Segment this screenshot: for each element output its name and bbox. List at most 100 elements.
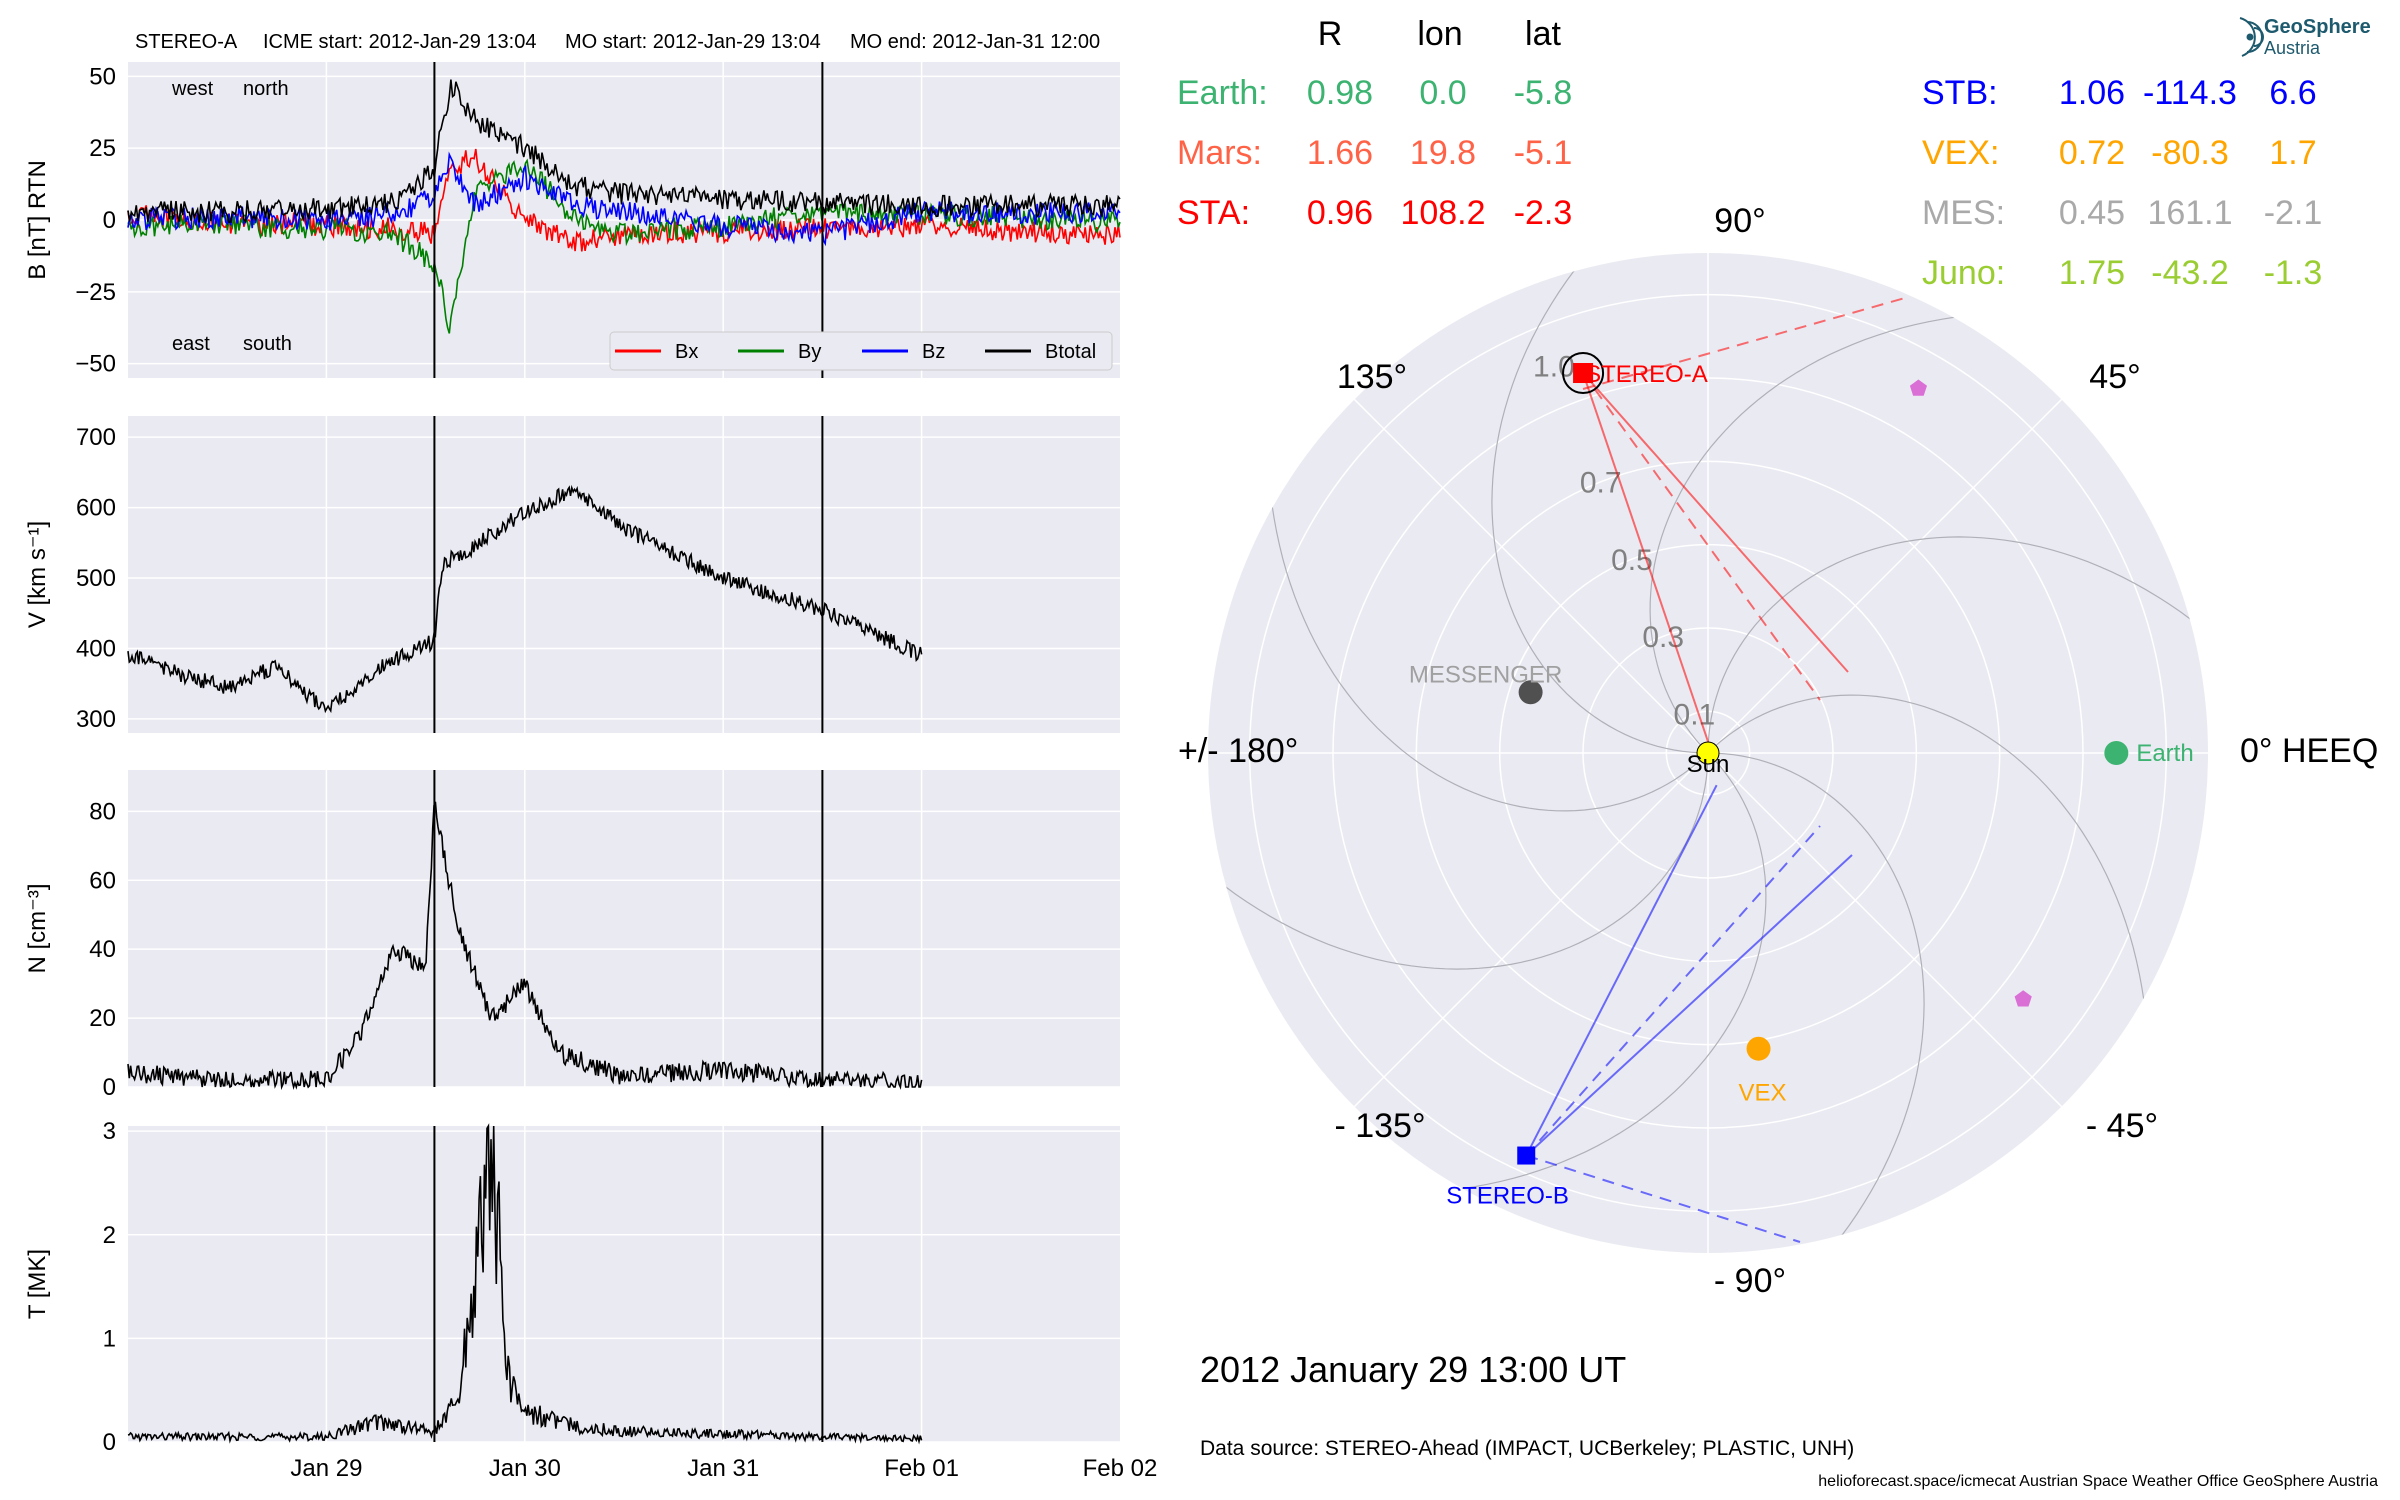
series-line-Bz (127, 151, 1121, 247)
table-row-mars: Mars: 1.66 19.8 -5.1 (1177, 134, 1572, 172)
series-line-density (127, 801, 923, 1091)
table-row-juno: Juno: 1.75 -43.2 -1.3 (1922, 254, 2322, 292)
radial-tick-label: 1.0 (1533, 351, 1575, 384)
row-lon: -43.2 (2151, 254, 2229, 292)
y-tick-label: 80 (89, 798, 116, 825)
y-tick-label: 400 (76, 635, 116, 662)
stereo-a-marker (1573, 363, 1594, 384)
table-row-mes: MES: 0.45 161.1 -2.1 (1922, 194, 2322, 232)
y-tick-label: 1 (103, 1325, 116, 1352)
stereo-b-marker (1517, 1146, 1536, 1165)
y-tick-label: 300 (76, 706, 116, 733)
row-label: Juno: (1922, 254, 2005, 292)
label-earth: Earth (2136, 740, 2193, 767)
plot-datetime: 2012 January 29 13:00 UT (1200, 1349, 1626, 1390)
row-lat: 6.6 (2269, 74, 2316, 112)
legend-label-By: By (798, 341, 821, 363)
y-tick-label: 60 (89, 867, 116, 894)
angle-label-minus-135: - 135° (1334, 1107, 1425, 1145)
panel-background (128, 1126, 1120, 1442)
row-lon: 108.2 (1400, 194, 1485, 232)
series-line-temperature (127, 1123, 923, 1445)
table-right-rows: STB: 1.06 -114.3 6.6 VEX: 0.72 -80.3 1.7 MES: 0.4… (1922, 74, 2322, 292)
parker-spiral-line (1707, 694, 2147, 1015)
angle-label-90: 90° (1714, 202, 1765, 240)
vex-marker (1746, 1036, 1771, 1061)
y-tick-label: 2 (103, 1222, 116, 1249)
stb-ray (1525, 784, 1718, 1156)
y-axis-label: B [nT] RTN (24, 160, 51, 280)
parker-spiral-line (1269, 491, 1709, 812)
polar-spoke (1353, 752, 1709, 1108)
table-header-lon: lon (1417, 15, 1462, 53)
series-line-Btotal (127, 79, 1121, 225)
sta-ray (1582, 372, 1849, 673)
icme-start: ICME start: 2012-Jan-29 13:04 (263, 31, 536, 53)
polar-position-plot: 0.10.30.50.71.090°45°0° HEEQ- 45°- 90°- … (1178, 202, 2378, 1300)
stereo-a-ring (1562, 352, 1605, 395)
x-tick-label: Jan 29 (290, 1455, 362, 1482)
stb-ray-dashed (1525, 1154, 1801, 1243)
row-lon: 19.8 (1410, 134, 1476, 172)
y-tick-label: 50 (89, 63, 116, 90)
row-r: 0.72 (2059, 134, 2125, 172)
row-r: 1.75 (2059, 254, 2125, 292)
parker-spiral-line (1649, 314, 1970, 754)
y-axis-label: N [cm⁻³] (24, 884, 51, 974)
logo-icon (2239, 17, 2264, 57)
row-lon: 161.1 (2147, 194, 2232, 232)
row-lat: -1.3 (2264, 254, 2323, 292)
y-tick-label: 700 (76, 424, 116, 451)
data-source: Data source: STEREO-Ahead (IMPACT, UCBer… (1200, 1437, 1854, 1460)
y-tick-label: −25 (75, 279, 116, 306)
series-line-By (127, 158, 1121, 334)
sta-ray-dashed (1582, 297, 1906, 390)
y-axis-label: V [km s⁻¹] (24, 521, 51, 628)
legend-label-Bz: Bz (922, 341, 945, 363)
series-legend: Bx By Bz Btotal (609, 331, 1113, 371)
panel-temperature: 3 2 1 0 T [MK] Jan 29 Jan 30 Jan 31 Feb 01 Feb 02 (24, 1118, 1157, 1482)
angle-label-180: +/- 180° (1178, 732, 1298, 770)
table-header-r: R (1318, 15, 1343, 53)
label-west: west (171, 78, 214, 100)
y-tick-label: 600 (76, 495, 116, 522)
spacecraft-view-rays (1525, 297, 1906, 1243)
parker-spiral-line (1213, 752, 1709, 970)
sta-ray-dashed (1582, 372, 1821, 701)
label-east: east (172, 333, 210, 355)
row-label: STA: (1177, 194, 1250, 232)
polar-spoke (1707, 398, 2063, 754)
y-tick-label: 20 (89, 1005, 116, 1032)
polar-spoke (1707, 752, 2063, 1108)
legend-label-Btotal: Btotal (1045, 341, 1096, 363)
mo-end: MO end: 2012-Jan-31 12:00 (850, 31, 1100, 53)
polar-spoke (1353, 398, 1709, 754)
logo-line2: Austria (2264, 38, 2321, 58)
parker-spiral-line (1491, 258, 1709, 754)
earth-marker (2104, 741, 2129, 765)
position-table: R lon lat Earth: 0.98 0.0 -5.8 Mars: 1.66 19.8… (1177, 15, 2322, 292)
x-tick-label: Jan 31 (687, 1455, 759, 1482)
row-lon: -80.3 (2151, 134, 2229, 172)
credit-line: helioforecast.space/icmecat Austrian Spa… (1818, 1473, 2378, 1490)
parker-spirals (1213, 258, 2203, 1248)
parker-spiral-line (1707, 752, 1925, 1248)
sta-ray (1582, 372, 1715, 760)
row-lat: -5.1 (1514, 134, 1573, 172)
x-tick-label: Feb 01 (884, 1455, 959, 1482)
table-row-vex: VEX: 0.72 -80.3 1.7 (1922, 134, 2317, 172)
label-sun: Sun (1687, 751, 1730, 778)
label-vex: VEX (1739, 1080, 1787, 1107)
label-north: north (243, 78, 289, 100)
panel-background (128, 770, 1120, 1087)
row-r: 0.98 (1307, 74, 1373, 112)
row-lat: -5.8 (1514, 74, 1573, 112)
legend-label-Bx: Bx (675, 341, 698, 363)
parker-spiral-line (1707, 536, 2203, 754)
x-tick-label: Feb 02 (1083, 1455, 1158, 1482)
y-tick-label: 0 (103, 1074, 116, 1101)
table-left-rows: Earth: 0.98 0.0 -5.8 Mars: 1.66 19.8 -5.1 STA: 0.… (1177, 74, 1572, 232)
row-r: 0.45 (2059, 194, 2125, 232)
row-lon: -114.3 (2143, 74, 2237, 112)
